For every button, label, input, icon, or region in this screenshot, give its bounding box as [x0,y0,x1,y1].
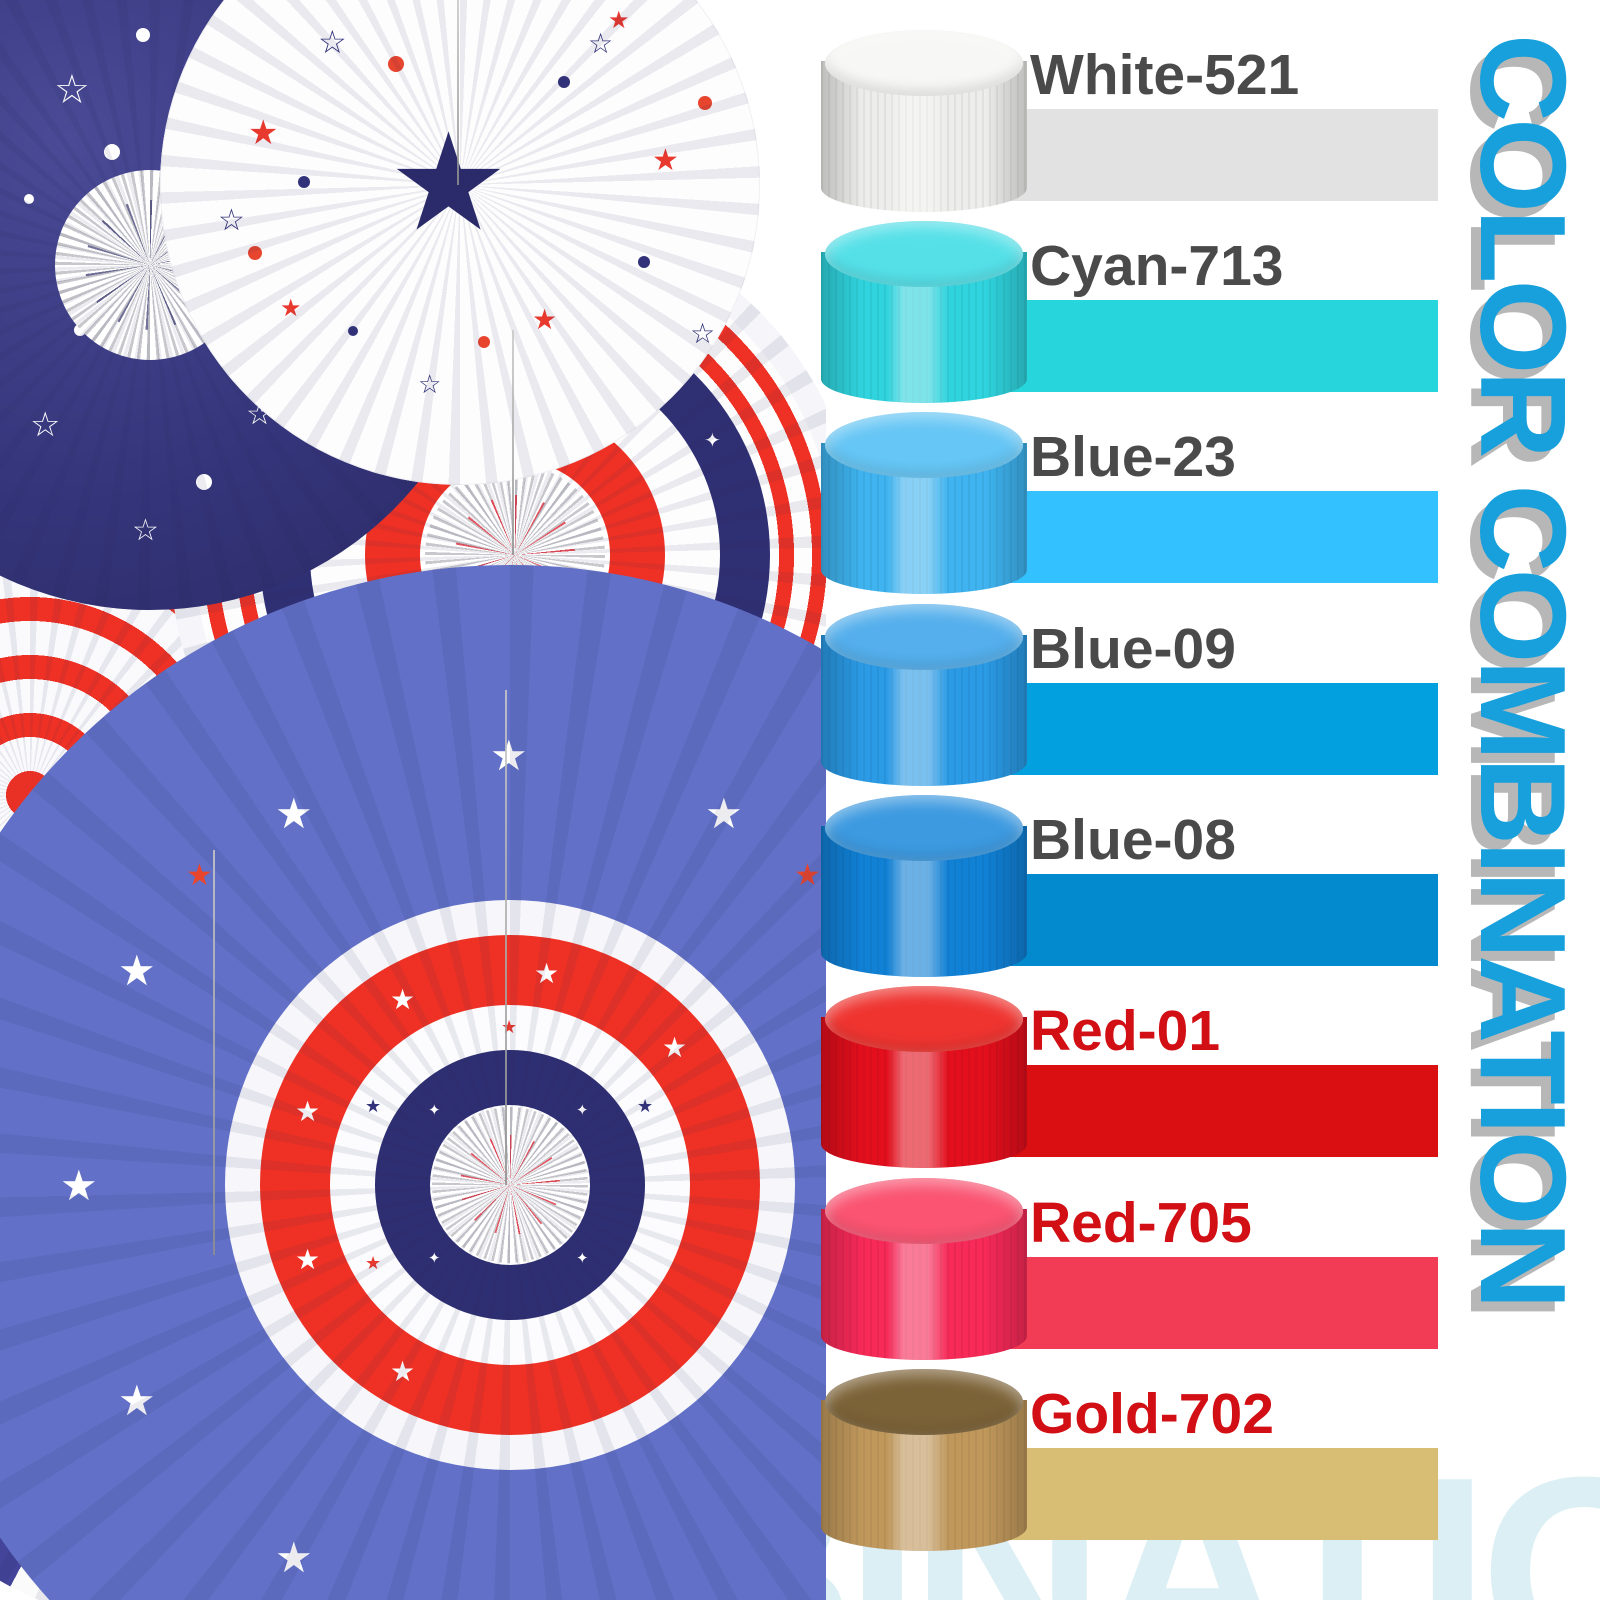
star-icon: ★ [662,1034,687,1062]
crepe-roll-image [821,221,1027,403]
sparkle-icon: ✦ [704,430,721,450]
star-icon: ★ [295,1098,320,1126]
star-icon: ★ [365,1255,381,1273]
star-icon: ★ [118,950,156,992]
color-label: Gold-702 [1030,1382,1274,1446]
sparkle-icon: ✦ [428,1103,441,1118]
color-bar [998,1448,1438,1540]
star-icon: ★ [280,296,302,320]
star-icon: ★ [637,1098,653,1116]
star-outline-icon: ☆ [218,206,245,236]
star-outline-icon: ☆ [418,372,441,398]
crepe-roll-image [821,986,1027,1168]
star-icon: ★ [118,1380,156,1422]
star-icon: ★ [248,116,278,150]
center-star-icon: ★ [388,115,509,250]
star-icon: ★ [652,146,679,176]
color-bar [998,874,1438,966]
star-icon: ★ [275,1537,313,1579]
sparkle-icon: ✦ [576,1251,589,1266]
star-icon: ★ [532,306,557,334]
star-outline-icon: ☆ [132,516,159,546]
star-outline-icon: ☆ [30,408,60,442]
hanging-string [505,690,507,1185]
color-bar [998,1257,1438,1349]
vertical-title: COLOR COMBINATION [1455,34,1591,1306]
star-icon: ★ [705,793,743,835]
star-icon: ★ [490,735,528,777]
color-bar [998,683,1438,775]
star-icon: ★ [390,1358,415,1386]
paper-fans-photo: ★ ★ ★ ★ ★ ✦ ✦ ✦ ★ ★ [0,0,826,1600]
crepe-roll-image [821,604,1027,786]
color-bar [998,300,1438,392]
color-bar [998,109,1438,201]
star-outline-icon: ☆ [588,30,613,58]
color-label: Blue-23 [1030,425,1236,489]
crepe-roll-image [821,795,1027,977]
color-bar [998,1065,1438,1157]
star-icon: ★ [608,8,630,32]
star-outline-icon: ☆ [54,70,90,110]
crepe-roll-image [821,412,1027,594]
color-label: Blue-08 [1030,808,1236,872]
star-icon: ★ [365,1098,381,1116]
crepe-roll-image [821,30,1027,212]
hanging-string [512,330,514,555]
hanging-string [457,0,459,185]
star-icon: ★ [534,960,559,988]
crepe-roll-image [821,1369,1027,1551]
star-outline-icon: ☆ [690,320,715,348]
crepe-roll-image [821,1178,1027,1360]
sparkle-icon: ✦ [428,1251,441,1266]
color-label: White-521 [1030,43,1300,107]
star-outline-icon: ☆ [318,26,347,58]
color-label: Cyan-713 [1030,234,1284,298]
color-bar [998,491,1438,583]
sparkle-icon: ✦ [576,1103,589,1118]
star-icon: ★ [390,986,415,1014]
star-icon: ★ [794,861,821,891]
color-label: Red-01 [1030,999,1221,1063]
color-label: Blue-09 [1030,617,1236,681]
star-icon: ★ [295,1246,320,1274]
star-icon: ★ [275,793,313,835]
star-icon: ★ [60,1165,98,1207]
color-label: Red-705 [1030,1191,1252,1255]
star-icon: ★ [186,861,213,891]
hanging-string [213,850,215,1255]
